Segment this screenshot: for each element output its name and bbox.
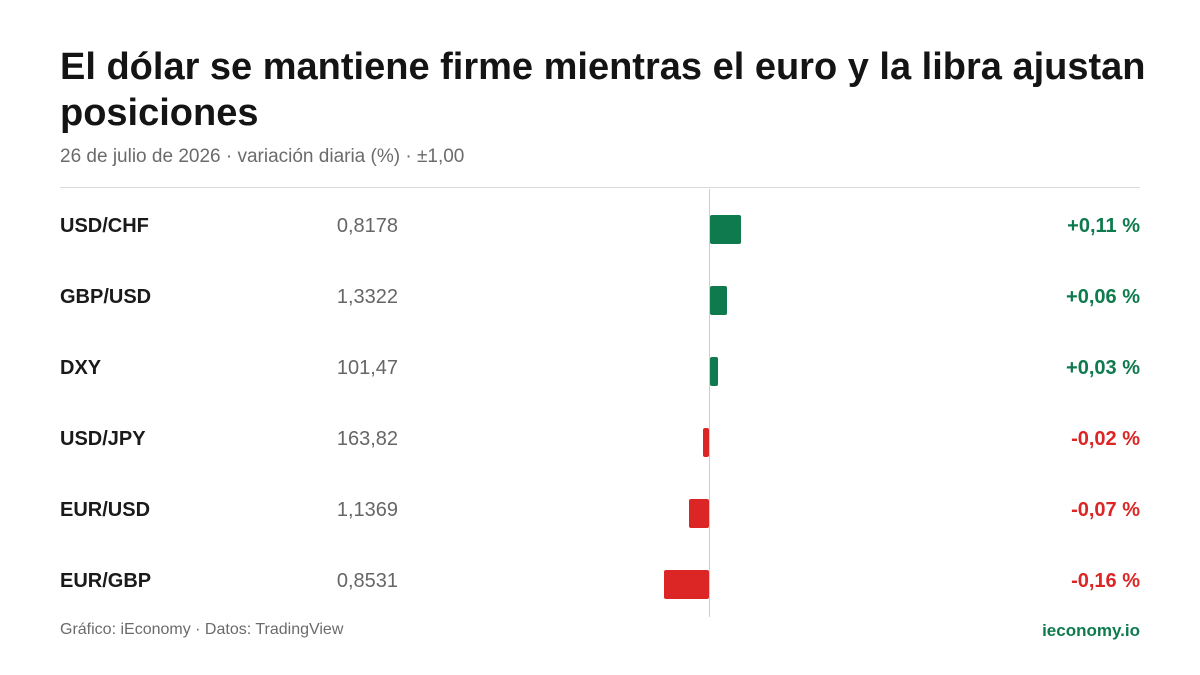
table-row: EUR/USD 1,1369 -0,07 % (0, 475, 1200, 546)
header-divider (60, 187, 1140, 188)
change-bar (663, 570, 709, 599)
pair-label: DXY (60, 357, 102, 379)
rate-value: 0,8178 (336, 215, 398, 237)
rate-value: 163,82 (336, 428, 398, 450)
chart-title: El dólar se mantiene firme mientras el e… (60, 46, 1146, 134)
pair-label: GBP/USD (60, 286, 152, 308)
change-percent: +0,06 % (1066, 286, 1140, 308)
table-row: GBP/USD 1,3322 +0,06 % (0, 262, 1200, 333)
brand-link[interactable]: ieconomy.io (1042, 621, 1140, 640)
pair-label: USD/JPY (60, 428, 146, 450)
rate-value: 1,1369 (336, 499, 398, 521)
pair-label: EUR/USD (60, 499, 151, 521)
change-bar (710, 357, 719, 386)
table-row: USD/CHF 0,8178 +0,11 % (0, 191, 1200, 262)
table-row: DXY 101,47 +0,03 % (0, 333, 1200, 404)
rate-value: 0,8531 (336, 570, 398, 592)
pair-label: EUR/GBP (60, 570, 152, 592)
change-percent: -0,16 % (1071, 570, 1140, 592)
chart-subtitle: 26 de julio de 2026 · variación diaria (… (60, 146, 465, 167)
source-credit: Gráfico: iEconomy · Datos: TradingView (60, 621, 344, 638)
change-bar (710, 286, 727, 315)
rate-value: 1,3322 (336, 286, 398, 308)
table-row: EUR/GBP 0,8531 -0,16 % (0, 546, 1200, 617)
change-percent: +0,11 % (1067, 215, 1140, 237)
change-bar (703, 428, 709, 457)
change-bar (689, 499, 709, 528)
change-bar (710, 215, 742, 244)
pair-label: USD/CHF (60, 215, 149, 237)
zero-axis-line (709, 189, 710, 617)
rate-value: 101,47 (336, 357, 398, 379)
table-row: USD/JPY 163,82 -0,02 % (0, 404, 1200, 475)
change-percent: -0,02 % (1071, 428, 1140, 450)
change-percent: -0,07 % (1071, 499, 1140, 521)
change-percent: +0,03 % (1066, 357, 1140, 379)
